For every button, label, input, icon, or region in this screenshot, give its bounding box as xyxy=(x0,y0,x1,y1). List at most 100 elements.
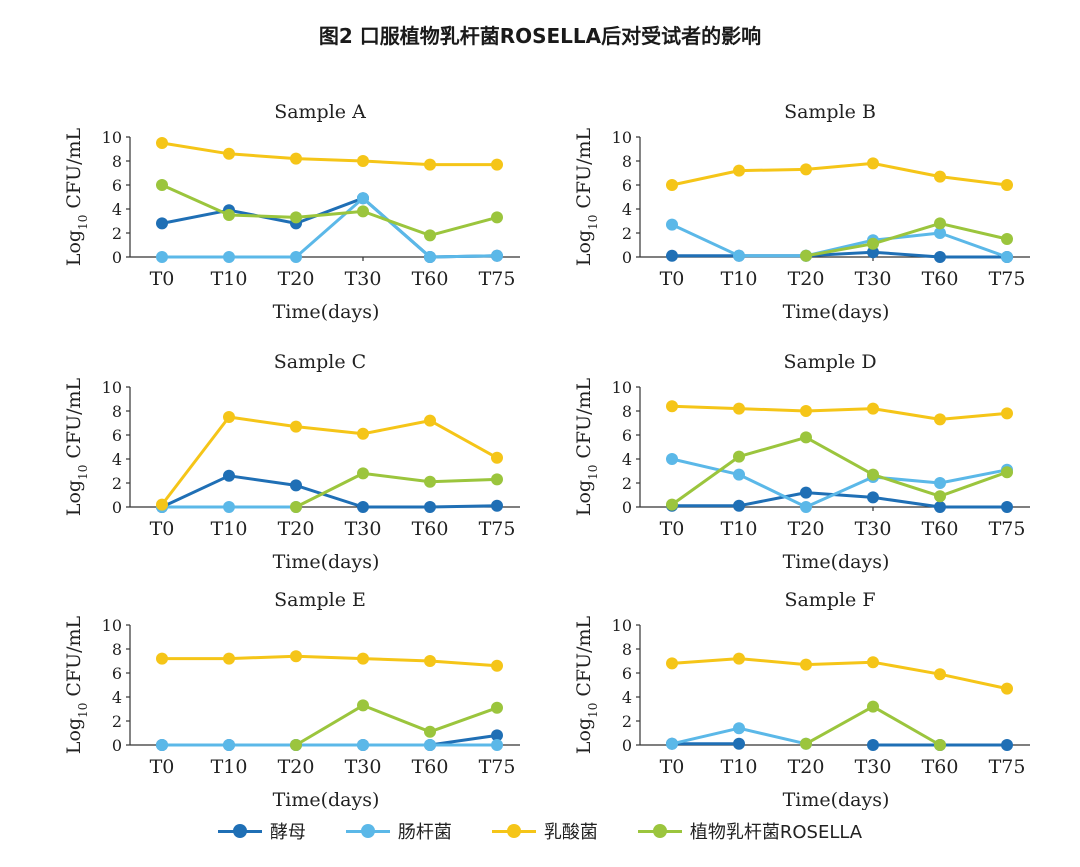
series-line-segment xyxy=(361,196,432,259)
y-tick-label: 2 xyxy=(622,474,632,493)
data-point xyxy=(357,739,369,751)
chart-panel-sample-a: Sample A 0 2 4 6 8 10 T0 T10 T20 T30 T60 T75 Time(day… xyxy=(63,101,520,323)
series-line-segment xyxy=(160,208,231,225)
data-point xyxy=(156,498,168,511)
data-point xyxy=(223,469,235,482)
x-tick-label: T0 xyxy=(150,268,175,290)
y-tick-label: 6 xyxy=(622,426,632,445)
data-point xyxy=(934,668,946,681)
data-point xyxy=(357,427,369,440)
data-point xyxy=(666,179,678,191)
y-tick-label: 2 xyxy=(622,712,632,731)
data-point xyxy=(491,211,503,224)
series-line-segment xyxy=(804,705,875,746)
data-point xyxy=(223,209,235,221)
x-tick-label: T60 xyxy=(412,756,449,778)
series-line-segment xyxy=(737,435,808,459)
figure-title: 图2 口服植物乳杆菌ROSELLA后对受试者的影响 xyxy=(318,24,762,48)
series-line-segment xyxy=(428,254,499,259)
data-point xyxy=(223,739,235,751)
data-point xyxy=(223,411,235,423)
data-point xyxy=(867,246,879,259)
series-line-segment xyxy=(804,660,875,667)
data-point xyxy=(156,251,168,263)
data-point xyxy=(666,498,678,511)
series-line-segment xyxy=(227,474,298,487)
series-line-segment xyxy=(294,703,365,747)
data-point xyxy=(733,164,745,177)
y-tick-label: 4 xyxy=(622,450,632,469)
data-point xyxy=(357,467,369,480)
data-point xyxy=(156,739,168,751)
legend-label: 乳酸菌 xyxy=(543,822,598,843)
series-酵母 xyxy=(156,729,503,751)
data-point xyxy=(491,158,503,171)
series-line-segment xyxy=(871,161,942,179)
data-point xyxy=(666,453,678,465)
data-point xyxy=(156,652,168,665)
y-tick-label: 2 xyxy=(112,224,122,243)
series-line-segment xyxy=(428,504,499,509)
series-line-segment xyxy=(361,657,432,663)
x-tick-label: T10 xyxy=(211,518,248,540)
y-tick-label: 8 xyxy=(112,640,122,659)
x-axis-label: Time(days) xyxy=(783,301,890,323)
y-tick-label: 8 xyxy=(112,152,122,171)
panel-title: Sample C xyxy=(274,351,366,373)
data-point xyxy=(290,501,302,513)
series-line-segment xyxy=(294,425,365,436)
data-point xyxy=(156,179,168,191)
x-tick-label: T75 xyxy=(989,756,1026,778)
x-tick-label: T60 xyxy=(922,268,959,290)
x-tick-label: T20 xyxy=(278,518,315,540)
series-乳酸菌 xyxy=(666,652,1013,695)
data-point xyxy=(867,157,879,170)
legend-label: 植物乳杆菌ROSELLA xyxy=(689,822,863,843)
legend-item-enterobacteria: 肠杆菌 xyxy=(345,818,452,844)
y-tick-label: 2 xyxy=(112,712,122,731)
x-tick-label: T0 xyxy=(660,518,685,540)
y-tick-label: 6 xyxy=(112,176,122,195)
data-point xyxy=(357,501,369,513)
data-point xyxy=(733,722,745,735)
x-axis-label: Time(days) xyxy=(273,301,380,323)
data-point xyxy=(800,249,812,262)
x-axis-label: Time(days) xyxy=(783,551,890,573)
y-tick-label: 2 xyxy=(112,474,122,493)
y-tick-label: 8 xyxy=(622,640,632,659)
data-point xyxy=(1001,251,1013,263)
data-point xyxy=(290,479,302,492)
chart-legend: 酵母 肠杆菌 乳酸菌 植物乳杆菌ROSELLA xyxy=(0,818,1080,844)
data-point xyxy=(424,158,436,171)
data-point xyxy=(1001,739,1013,751)
data-point xyxy=(290,739,302,751)
data-point xyxy=(491,451,503,464)
series-line-segment xyxy=(428,733,499,747)
y-tick-label: 8 xyxy=(622,152,632,171)
series-line-segment xyxy=(294,483,365,509)
data-point xyxy=(357,699,369,712)
series-line-segment xyxy=(428,706,499,734)
y-axis-label: Log10 CFU/mL xyxy=(63,127,90,266)
series-line-segment xyxy=(361,159,432,167)
panel-title: Sample B xyxy=(784,101,876,123)
data-point xyxy=(867,739,879,751)
data-point xyxy=(733,468,745,481)
series-line-segment xyxy=(938,672,1009,691)
data-point xyxy=(934,490,946,503)
series-乳酸菌 xyxy=(666,157,1013,191)
data-point xyxy=(733,402,745,415)
y-tick-label: 4 xyxy=(622,688,632,707)
series-line-segment xyxy=(361,209,432,237)
y-axis-label: Log10 CFU/mL xyxy=(573,127,600,266)
series-肠杆菌 xyxy=(666,453,1013,513)
data-point xyxy=(424,414,436,427)
series-line-segment xyxy=(737,726,808,746)
x-tick-label: T60 xyxy=(922,756,959,778)
x-axis-label: Time(days) xyxy=(783,789,890,810)
series-line-segment xyxy=(804,435,875,477)
x-tick-label: T30 xyxy=(345,756,382,778)
legend-item-lactic-acid-bacteria: 乳酸菌 xyxy=(491,818,598,844)
data-point xyxy=(800,431,812,444)
x-tick-label: T0 xyxy=(660,756,685,778)
